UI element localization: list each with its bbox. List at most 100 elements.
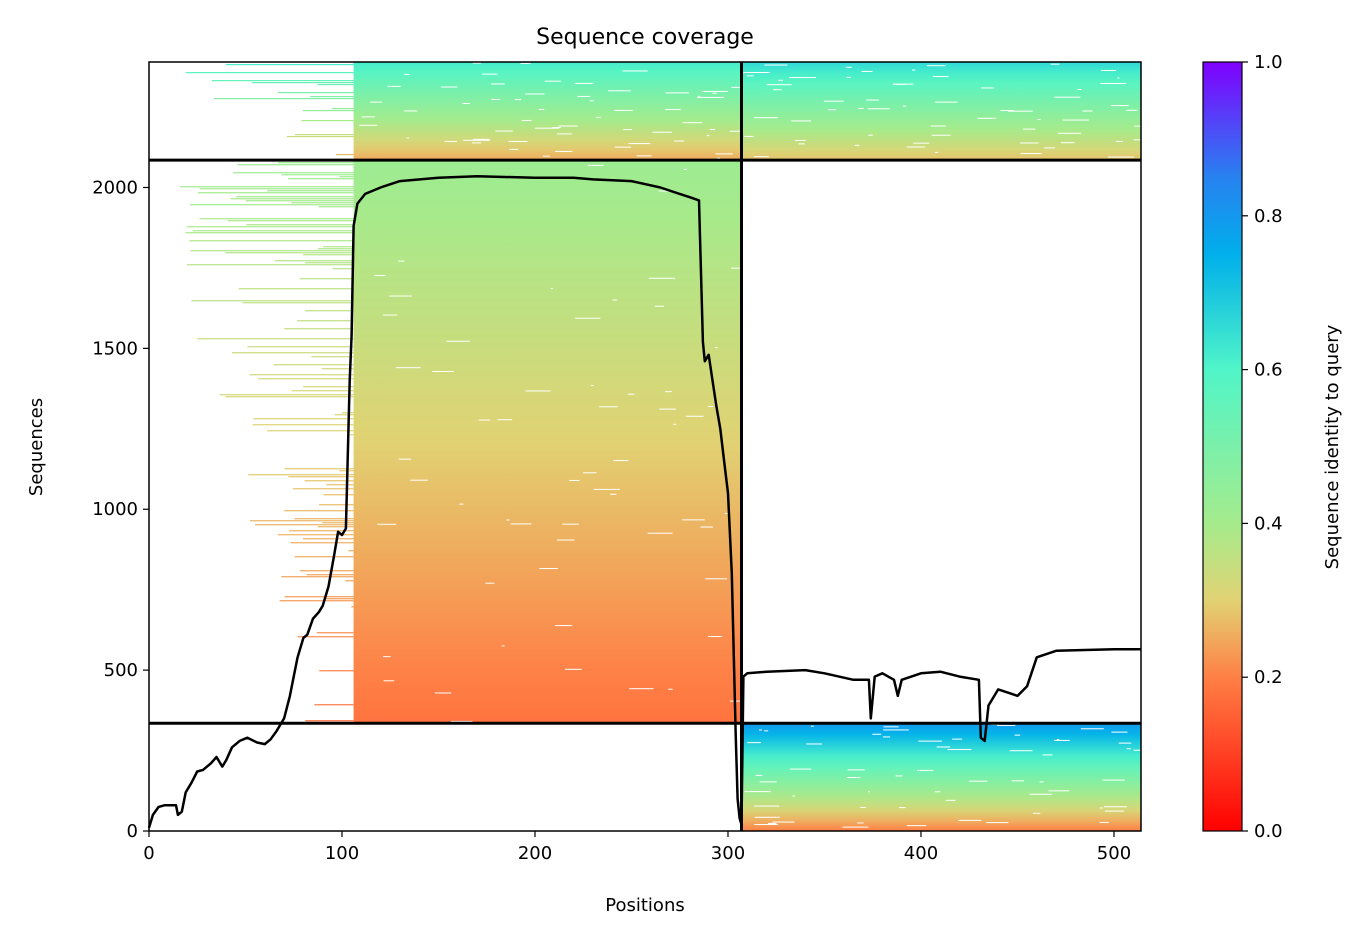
coverage-row <box>236 196 354 198</box>
coverage-gap <box>374 274 386 276</box>
coverage-gap <box>1099 807 1103 809</box>
coverage-gap <box>906 146 926 148</box>
coverage-gap <box>1020 153 1042 155</box>
colorbar-bar <box>1202 61 1243 832</box>
colorbar-tick-label: 0.2 <box>1254 667 1283 688</box>
coverage-row <box>179 186 354 188</box>
coverage-gap <box>766 84 792 86</box>
coverage-gap <box>668 688 673 690</box>
coverage-gap <box>1008 110 1033 112</box>
coverage-gap <box>387 85 401 87</box>
coverage-gap <box>789 77 817 79</box>
coverage-gap <box>534 127 560 129</box>
coverage-row <box>290 542 354 544</box>
coverage-row <box>232 172 354 174</box>
coverage-gap <box>432 371 454 373</box>
coverage-row <box>319 504 354 506</box>
coverage-gap <box>389 295 413 297</box>
coverage-row <box>237 164 354 166</box>
coverage-gap <box>847 769 865 771</box>
coverage-gap <box>1133 139 1141 141</box>
coverage-gap <box>554 150 573 152</box>
coverage-gap <box>697 95 700 97</box>
coverage-gap <box>717 157 721 159</box>
coverage-row <box>299 570 354 572</box>
coverage-gap <box>1099 821 1109 823</box>
coverage-gap <box>383 680 395 682</box>
coverage-row <box>304 480 354 482</box>
y-tick-label: 0 <box>127 821 138 842</box>
coverage-row <box>186 264 354 266</box>
coverage-gap <box>866 99 879 101</box>
coverage-row <box>291 390 354 392</box>
coverage-gap <box>1104 806 1127 808</box>
coverage-row <box>326 484 354 486</box>
coverage-gap <box>1023 128 1036 130</box>
coverage-gap <box>823 100 844 102</box>
plot-frame <box>148 61 1142 832</box>
coverage-gap <box>398 458 412 460</box>
coverage-gap <box>759 729 762 731</box>
coverage-row <box>345 580 354 582</box>
y-tick-label: 500 <box>104 660 138 681</box>
coverage-row <box>199 218 354 220</box>
coverage-gap <box>846 777 861 779</box>
coverage-gap <box>744 135 754 137</box>
coverage-gap <box>1077 88 1082 90</box>
coverage-gap <box>463 139 491 141</box>
colorbar-tick-label: 0.4 <box>1254 513 1283 534</box>
coverage-gap <box>491 83 505 85</box>
coverage-gap <box>1133 749 1141 751</box>
coverage-gap <box>612 299 618 301</box>
coverage-row <box>251 82 354 84</box>
coverage-gap <box>542 155 550 157</box>
coverage-gap <box>544 80 561 82</box>
coverage-gap <box>403 110 418 112</box>
coverage-gap <box>673 423 677 425</box>
coverage-row <box>266 430 354 432</box>
coverage-gap <box>867 108 890 110</box>
coverage-gap <box>491 98 500 100</box>
coverage-gap <box>628 143 651 145</box>
coverage-gap <box>521 119 532 121</box>
coverage-row <box>317 84 354 86</box>
coverage-row <box>316 632 354 634</box>
coverage-row <box>294 556 354 558</box>
coverage-gap <box>902 105 907 107</box>
coverage-gap <box>730 700 747 702</box>
coverage-gap <box>789 768 812 770</box>
coverage-row <box>197 192 354 194</box>
coverage-gap <box>685 415 704 417</box>
coverage-gap <box>936 746 951 748</box>
y-tick-label: 2000 <box>92 177 138 198</box>
coverage-gap <box>952 738 963 740</box>
coverage-gap <box>654 305 664 307</box>
coverage-gap <box>934 151 939 153</box>
coverage-gap <box>577 95 591 97</box>
coverage-gap <box>743 72 770 74</box>
coverage-gap <box>913 142 930 144</box>
coverage-gap <box>596 116 601 118</box>
coverage-gap <box>708 406 714 408</box>
y-tick-label: 1500 <box>92 338 138 359</box>
coverage-row <box>297 636 354 638</box>
coverage-gap <box>382 314 398 316</box>
coverage-gap <box>754 823 778 825</box>
coverage-row <box>284 328 354 330</box>
coverage-row <box>350 434 354 436</box>
coverage-gap <box>1104 810 1124 812</box>
coverage-gap <box>525 93 545 95</box>
coverage-gap <box>1115 140 1123 142</box>
coverage-gap <box>700 526 713 528</box>
coverage-gap <box>587 164 604 166</box>
coverage-row <box>351 606 354 608</box>
colorbar-label: Sequence identity to query <box>1322 324 1343 569</box>
coverage-gap <box>1126 109 1138 111</box>
coverage-gap <box>478 419 491 421</box>
coverage-gap <box>574 317 601 319</box>
coverage-gap <box>810 725 814 727</box>
coverage-gap <box>977 117 996 119</box>
x-axis-label: Positions <box>605 895 684 916</box>
coverage-gap <box>1039 781 1044 783</box>
coverage-row <box>212 80 354 82</box>
